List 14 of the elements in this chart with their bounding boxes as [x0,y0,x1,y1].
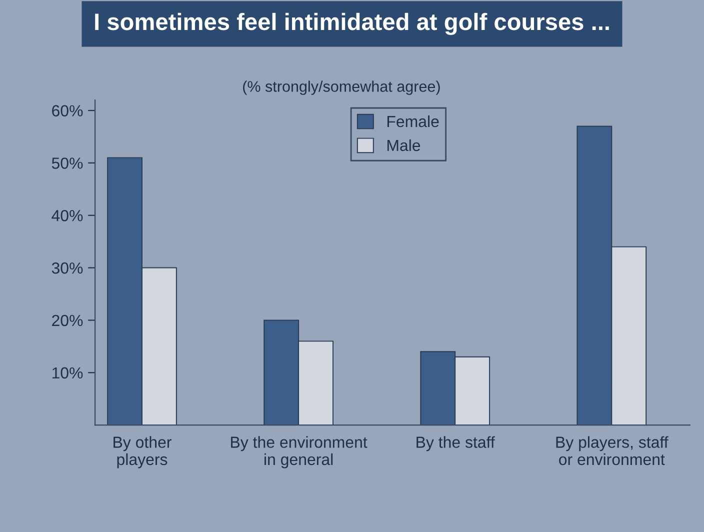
x-tick-label: By other players [114,436,172,468]
legend-label: Female [387,115,439,128]
y-tick-label: 30% [52,262,83,274]
y-tick-label: 60% [52,105,83,116]
y-tick-label: 40% [52,210,83,222]
y-tick-label: 10% [52,367,83,379]
y-tick-label: 50% [52,158,83,169]
y-tick-label: 20% [52,314,83,326]
x-tick-label: By the staff [416,436,495,452]
x-tick-label: By players, staff or environment [556,436,668,466]
legend-label: Male [387,139,420,152]
chart-subtitle: (% strongly/somewhat agree) [243,80,440,95]
x-tick-label: By the environment in general [231,436,368,468]
chart-title: I sometimes feel intimidated at golf courses ... [95,12,609,35]
